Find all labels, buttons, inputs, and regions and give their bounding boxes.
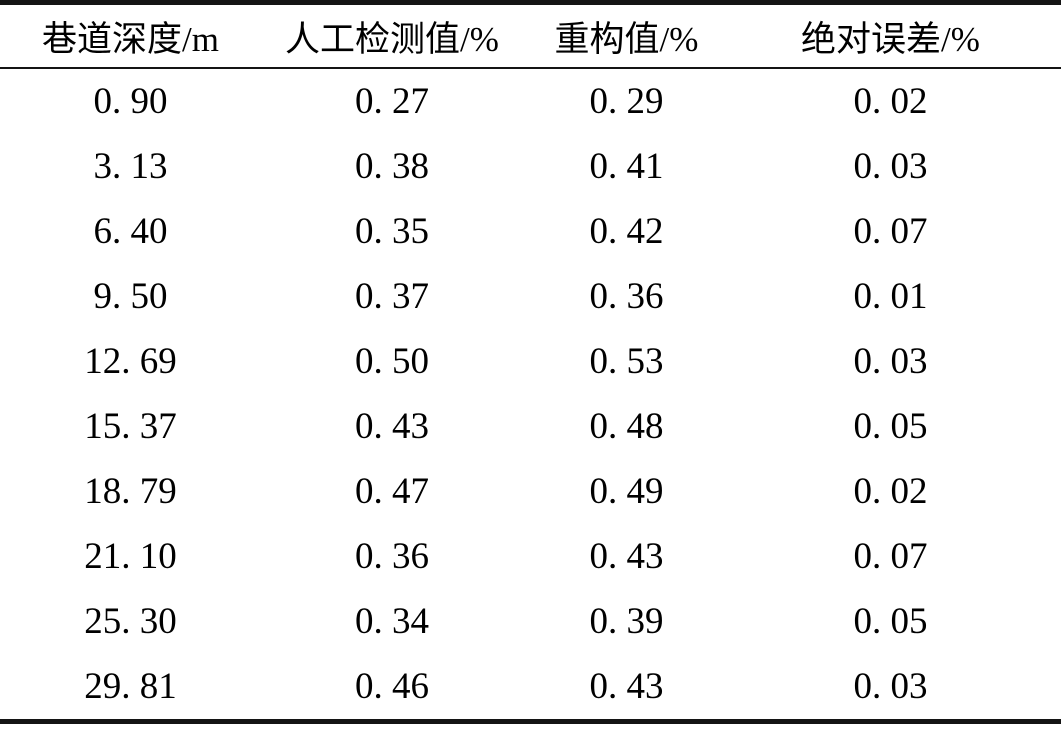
- table-cell: 3. 13: [93, 146, 168, 187]
- header-row: 巷道深度/m 人工检测值/% 重构值/% 绝对误差/%: [0, 2, 1061, 69]
- table-cell: 0. 42: [589, 211, 664, 252]
- table-cell: 12. 69: [84, 341, 177, 382]
- col-header-roadway-depth: 巷道深度/m: [0, 2, 261, 69]
- table-cell: 0. 07: [853, 536, 928, 577]
- table-cell: 6. 40: [93, 211, 168, 252]
- table-cell: 0. 43: [355, 406, 429, 447]
- table-row: 21. 10 0. 36 0. 43 0. 07: [0, 524, 1061, 589]
- table-cell: 0. 47: [355, 471, 429, 512]
- table-cell: 0. 43: [589, 536, 664, 577]
- table-body: 0. 90 0. 27 0. 29 0. 02 3. 13 0. 38 0. 41 0. 03…: [0, 68, 1061, 722]
- table-cell: 0. 39: [589, 601, 664, 642]
- table-cell: 0. 35: [355, 211, 429, 252]
- table-cell: 0. 53: [589, 341, 664, 382]
- col-header-manual-detection-value: 人工检测值/%: [261, 2, 509, 69]
- table-row: 6. 40 0. 35 0. 42 0. 07: [0, 199, 1061, 264]
- table-cell: 0. 27: [355, 81, 429, 122]
- table-cell: 0. 05: [853, 406, 928, 447]
- table-header: 巷道深度/m 人工检测值/% 重构值/% 绝对误差/%: [0, 2, 1061, 69]
- table-cell: 0. 01: [853, 276, 928, 317]
- table-row: 25. 30 0. 34 0. 39 0. 05: [0, 589, 1061, 654]
- table-cell: 0. 50: [355, 341, 429, 382]
- table-row: 12. 69 0. 50 0. 53 0. 03: [0, 329, 1061, 394]
- table-row: 29. 81 0. 46 0. 43 0. 03: [0, 654, 1061, 722]
- table-cell: 18. 79: [84, 471, 177, 512]
- table-cell: 9. 50: [93, 276, 168, 317]
- table-cell: 0. 36: [355, 536, 429, 577]
- col-header-reconstructed-value: 重构值/%: [509, 2, 758, 69]
- table-cell: 0. 48: [589, 406, 664, 447]
- table-cell: 0. 34: [355, 601, 429, 642]
- table-row: 3. 13 0. 38 0. 41 0. 03: [0, 134, 1061, 199]
- table-cell: 21. 10: [84, 536, 177, 577]
- table-cell: 0. 36: [589, 276, 664, 317]
- table-cell: 0. 03: [853, 146, 928, 187]
- table-cell: 0. 02: [853, 471, 928, 512]
- table-row: 15. 37 0. 43 0. 48 0. 05: [0, 394, 1061, 459]
- table-cell: 0. 41: [589, 146, 664, 187]
- table-row: 9. 50 0. 37 0. 36 0. 01: [0, 264, 1061, 329]
- table-cell: 0. 43: [589, 666, 664, 707]
- table-cell: 0. 29: [589, 81, 664, 122]
- table-cell: 29. 81: [84, 666, 177, 707]
- table-cell: 0. 37: [355, 276, 429, 317]
- table-cell: 0. 38: [355, 146, 429, 187]
- table-cell: 25. 30: [84, 601, 177, 642]
- table-row: 0. 90 0. 27 0. 29 0. 02: [0, 68, 1061, 134]
- table-cell: 0. 03: [853, 341, 928, 382]
- table-row: 18. 79 0. 47 0. 49 0. 02: [0, 459, 1061, 524]
- table-cell: 15. 37: [84, 406, 177, 447]
- table-cell: 0. 03: [853, 666, 928, 707]
- table-cell: 0. 05: [853, 601, 928, 642]
- table-cell: 0. 49: [589, 471, 664, 512]
- table-cell: 0. 46: [355, 666, 429, 707]
- col-header-absolute-error: 绝对误差/%: [758, 2, 1061, 69]
- table-cell: 0. 90: [93, 81, 168, 122]
- table-cell: 0. 07: [853, 211, 928, 252]
- table-cell: 0. 02: [853, 81, 928, 122]
